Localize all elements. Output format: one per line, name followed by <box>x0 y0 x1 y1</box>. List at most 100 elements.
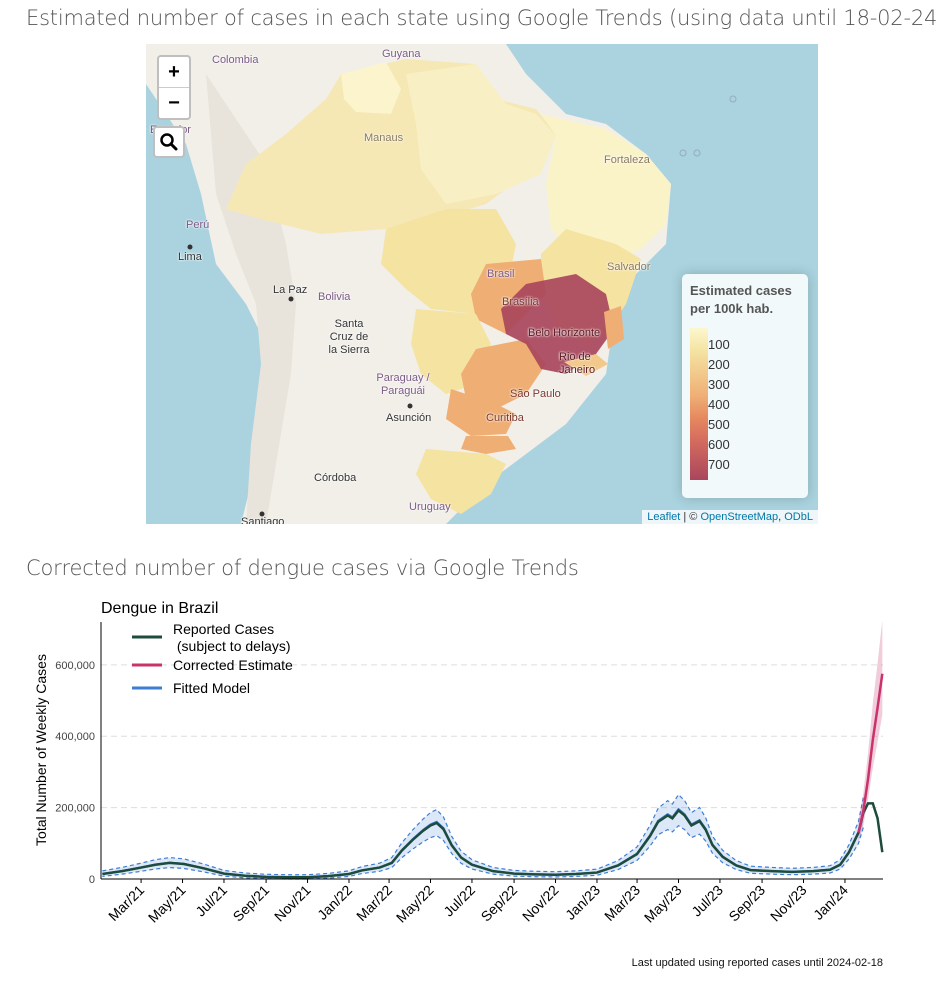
attribution-separator: | © <box>680 511 701 523</box>
state-espirito-santo <box>604 306 624 349</box>
legend-label-fitted: Fitted Model <box>173 680 250 696</box>
y-tick-label: 600,000 <box>55 660 95 672</box>
asuncion-dot <box>407 403 413 409</box>
x-tick-label: Jan/23 <box>562 882 603 923</box>
label-fortaleza: Fortaleza <box>604 154 650 166</box>
map-tiles <box>146 44 737 524</box>
x-tick-label: Mar/23 <box>601 882 643 924</box>
x-tick-label: Sep/23 <box>725 882 768 925</box>
state-rio-grande-sul <box>416 449 506 514</box>
x-tick-label: Nov/21 <box>271 882 314 925</box>
legend-tick-500: 500 <box>708 417 730 432</box>
y-tick-label: 200,000 <box>55 803 95 815</box>
legend-tick-600: 600 <box>708 437 730 452</box>
label-guyana: Guyana <box>382 48 421 60</box>
label-salvador: Salvador <box>607 261 651 273</box>
x-tick-label: Mar/21 <box>105 882 147 924</box>
state-santa-catarina <box>461 436 516 454</box>
label-brasilia: Brasília <box>502 296 539 308</box>
leaflet-link[interactable]: Leaflet <box>647 511 681 523</box>
pacific-coast <box>146 84 266 524</box>
y-tick-label: 400,000 <box>55 731 95 743</box>
legend-tick-100: 100 <box>708 337 730 352</box>
state-minas-gerais <box>501 274 614 374</box>
x-tick-label: Mar/22 <box>353 882 395 924</box>
legend-tick-300: 300 <box>708 377 730 392</box>
y-axis-label: Total Number of Weekly Cases <box>33 654 49 846</box>
x-tick-label: May/23 <box>641 882 685 926</box>
corrected-band <box>858 620 883 842</box>
y-tick-label: 0 <box>89 874 95 886</box>
x-tick-label: Jul/22 <box>440 882 478 920</box>
lima-dot <box>187 244 193 250</box>
legend-label-corrected: Corrected Estimate <box>173 657 293 673</box>
label-colombia: Colombia <box>212 54 259 66</box>
label-rio: Rio de Janeiro <box>559 351 596 376</box>
label-manaus: Manaus <box>364 132 404 144</box>
label-paraguay: Paraguay / Paraguái <box>376 372 430 397</box>
x-tick-label: Nov/23 <box>767 882 810 925</box>
state-para <box>406 64 556 204</box>
label-uruguay: Uruguay <box>409 501 451 513</box>
series-corrected-estimate <box>857 673 884 833</box>
label-santa-cruz: Santa Cruz de la Sierra <box>328 318 370 356</box>
label-cordoba: Córdoba <box>314 472 357 484</box>
label-belo-horizonte: Belo Horizonte <box>528 327 601 339</box>
santiago-dot <box>259 511 265 517</box>
x-tick-label: Jan/24 <box>810 882 851 923</box>
map-attribution: Leaflet | © OpenStreetMap, ODbL <box>642 510 818 524</box>
state-rio <box>564 354 608 376</box>
osm-link[interactable]: OpenStreetMap <box>700 511 779 523</box>
series-reported-cases <box>102 802 884 879</box>
map-search-button[interactable] <box>153 126 185 158</box>
chart-legend: Reported Cases (subject to delays) Corre… <box>132 621 293 696</box>
zoom-out-button[interactable]: − <box>168 92 180 114</box>
label-brasil: Brasil <box>487 268 515 280</box>
label-la-paz: La Paz <box>273 284 308 296</box>
last-updated-note: Last updated using reported cases until … <box>631 957 883 969</box>
island-2 <box>679 149 687 157</box>
grid-lines <box>101 664 883 809</box>
label-peru: Perú <box>186 219 210 231</box>
magnifier-icon <box>160 133 178 151</box>
brazil-state-map[interactable]: Colombia Guyana Ecuador Manaus Fortaleza… <box>146 44 818 524</box>
island-3 <box>693 149 701 157</box>
label-sao-paulo: São Paulo <box>510 388 561 400</box>
label-lima: Lima <box>178 251 202 263</box>
fitted-lower-bound <box>102 824 864 880</box>
series-lines <box>102 673 884 879</box>
legend-color-ramp <box>690 328 708 480</box>
map-legend: Estimated cases per 100k hab. 100 200 30… <box>682 274 808 498</box>
x-tick-label: Jul/21 <box>192 882 230 920</box>
legend-label-reported: Reported Cases (subject to delays) <box>173 621 291 654</box>
state-goias <box>471 259 546 334</box>
label-asuncion: Asunción <box>386 412 432 424</box>
x-tick-label: Nov/22 <box>519 882 562 925</box>
odbl-link[interactable]: ODbL <box>784 511 813 523</box>
x-tick-label: Jul/23 <box>688 882 726 920</box>
legend-title: Estimated cases per 100k hab. <box>690 283 792 316</box>
x-tick-label: Sep/21 <box>230 882 273 925</box>
label-santiago: Santiago <box>241 516 285 524</box>
lapaz-dot <box>288 296 294 302</box>
map-title: Estimated number of cases in each state … <box>26 6 936 30</box>
legend-tick-200: 200 <box>708 357 730 372</box>
x-tick-label: Jan/22 <box>314 882 355 923</box>
chart-title: Dengue in Brazil <box>101 600 218 617</box>
zoom-in-button[interactable]: + <box>159 57 189 88</box>
legend-tick-400: 400 <box>708 397 730 412</box>
state-northeast <box>541 114 671 259</box>
x-tick-label: Sep/22 <box>478 882 521 925</box>
legend-tick-700: 700 <box>708 457 730 472</box>
label-curitiba: Curitiba <box>486 412 524 424</box>
x-tick-label: May/22 <box>393 882 437 926</box>
state-parana <box>446 389 516 436</box>
state-roraima <box>341 62 401 114</box>
island-1 <box>729 95 737 103</box>
fitted-upper-bound <box>102 793 864 876</box>
dengue-chart: Dengue in Brazil Total Number of Weekly … <box>33 600 884 926</box>
chart-section-title: Corrected number of dengue cases via Goo… <box>26 556 579 580</box>
x-tick-label: May/21 <box>145 882 189 926</box>
state-sao-paulo <box>461 339 546 409</box>
